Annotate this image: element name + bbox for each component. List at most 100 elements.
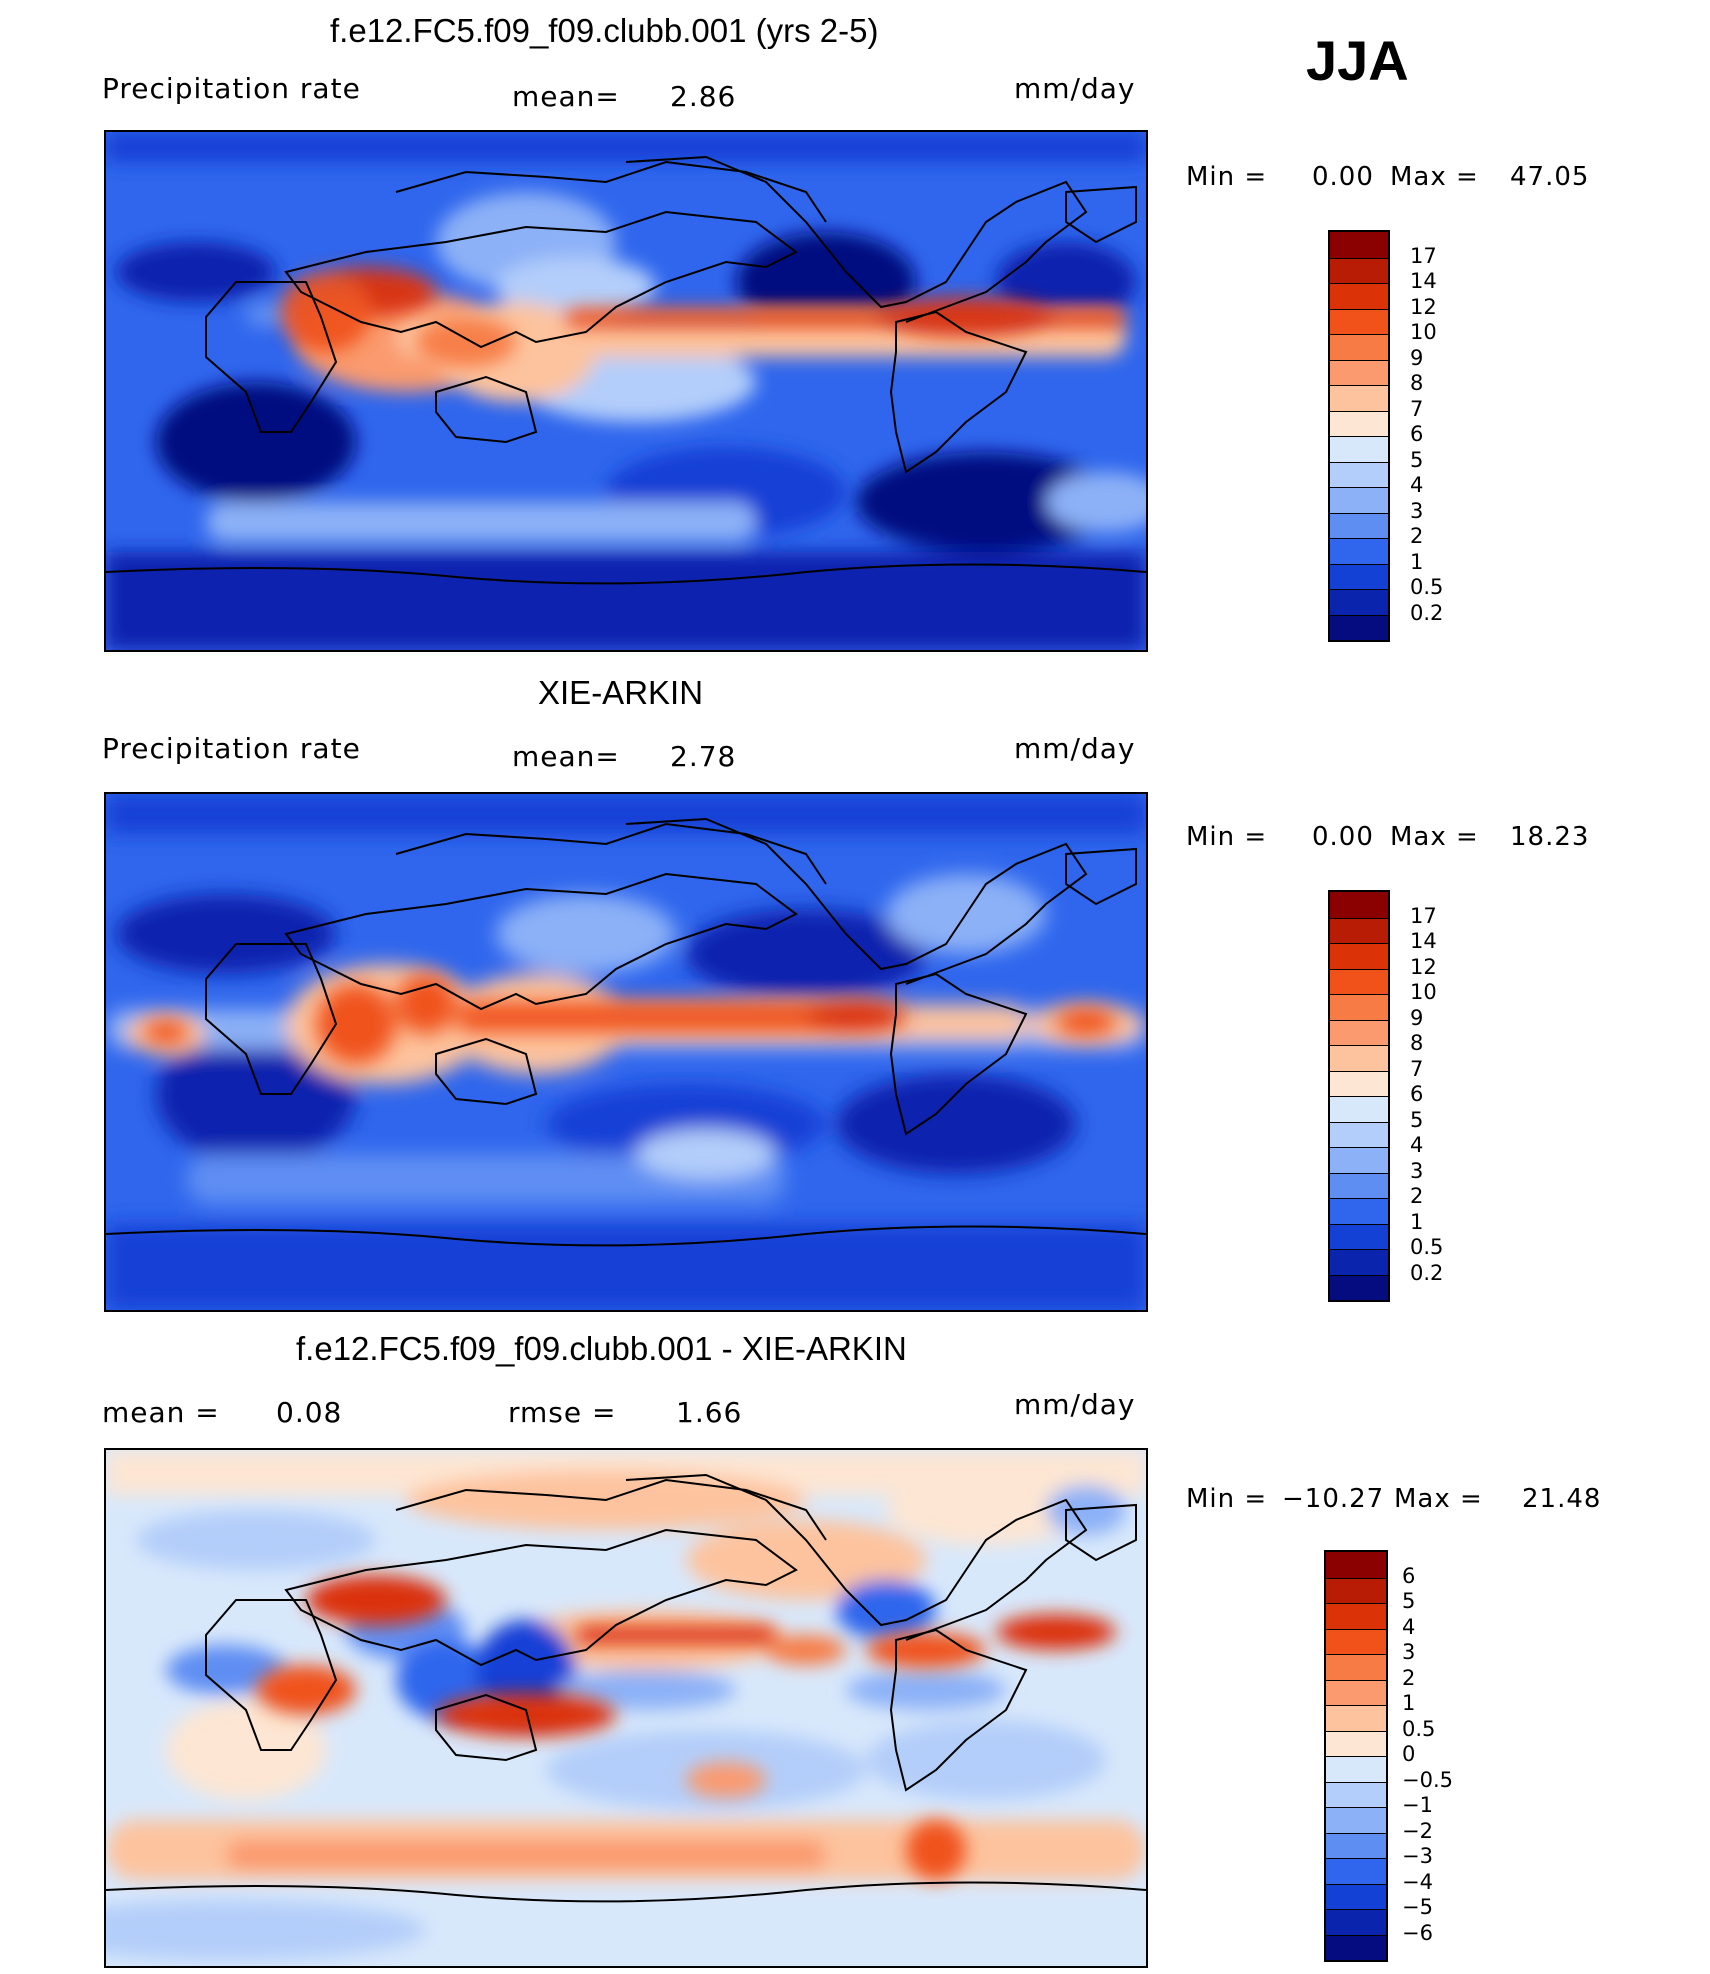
panel3-rmse-label: rmse = — [508, 1396, 617, 1429]
colorbar-segment — [1326, 1909, 1386, 1935]
panel2-max-label: Max = — [1390, 822, 1479, 852]
panel1-map — [104, 130, 1148, 652]
colorbar-tick-label: 0.5 — [1410, 575, 1444, 599]
colorbar-segment — [1330, 1172, 1388, 1198]
panel2-min-label: Min = — [1186, 822, 1268, 852]
colorbar-tick-label: 2 — [1402, 1665, 1416, 1690]
colorbar-tick-label: 14 — [1410, 269, 1437, 293]
panel1-mean-value: 2.86 — [670, 80, 737, 113]
colorbar-segment — [1326, 1832, 1386, 1858]
colorbar-segment — [1326, 1603, 1386, 1629]
colorbar-tick-label: 4 — [1410, 1133, 1424, 1157]
colorbar-segment — [1330, 1096, 1388, 1122]
colorbar-tick-label: −5 — [1402, 1895, 1433, 1919]
panel1-max-label: Max = — [1390, 162, 1479, 192]
colorbar-tick-label: 4 — [1410, 473, 1424, 497]
colorbar-segment — [1330, 232, 1388, 258]
colorbar-segment — [1330, 487, 1388, 513]
colorbar-segment — [1330, 1019, 1388, 1045]
panel2-map — [104, 792, 1148, 1312]
colorbar-segment — [1330, 1147, 1388, 1173]
panel3-title: f.e12.FC5.f09_f09.clubb.001 - XIE-ARKIN — [296, 1330, 907, 1367]
colorbar-tick-label: 5 — [1410, 1107, 1424, 1132]
colorbar-tick-label: 6 — [1410, 422, 1424, 446]
colorbar-tick-label: 0.2 — [1410, 1260, 1444, 1285]
colorbar-tick-label: 3 — [1410, 498, 1424, 523]
colorbar-segment — [1330, 943, 1388, 969]
colorbar-tick-label: 10 — [1410, 320, 1437, 344]
panel2-min-value: 0.00 — [1312, 822, 1374, 852]
colorbar-segment — [1326, 1654, 1386, 1680]
season-label: JJA — [1306, 29, 1409, 92]
colorbar-tick-label: 3 — [1410, 1158, 1424, 1183]
colorbar-segment — [1330, 1070, 1388, 1096]
panel3-colorbar — [1324, 1550, 1388, 1962]
colorbar-tick-label: −3 — [1402, 1844, 1433, 1868]
colorbar-tick-label: 17 — [1410, 903, 1437, 928]
colorbar-tick-label: 2 — [1410, 524, 1424, 548]
colorbar-tick-label: −1 — [1402, 1793, 1433, 1817]
colorbar-tick-label: 0.5 — [1402, 1716, 1436, 1741]
colorbar-tick-label: 8 — [1410, 371, 1424, 395]
colorbar-segment — [1326, 1679, 1386, 1705]
colorbar-segment — [1330, 563, 1388, 589]
colorbar-segment — [1330, 512, 1388, 538]
colorbar-segment — [1330, 385, 1388, 411]
colorbar-tick-label: −0.5 — [1402, 1767, 1453, 1792]
colorbar-segment — [1326, 1705, 1386, 1731]
panel2-units: mm/day — [1014, 732, 1136, 765]
panel3-mean-value: 0.08 — [276, 1396, 343, 1429]
colorbar-segment — [1326, 1934, 1386, 1960]
colorbar-segment — [1326, 1577, 1386, 1603]
colorbar-tick-label: 2 — [1410, 1184, 1424, 1208]
colorbar-segment — [1330, 308, 1388, 334]
colorbar-segment — [1330, 257, 1388, 283]
colorbar-tick-label: −6 — [1402, 1920, 1433, 1945]
panel1-max-value: 47.05 — [1510, 162, 1590, 192]
colorbar-tick-label: 6 — [1402, 1563, 1416, 1588]
panel2-field-label: Precipitation rate — [102, 732, 361, 765]
colorbar-tick-label: 9 — [1410, 345, 1424, 370]
panel2-mean-label: mean= — [512, 740, 620, 773]
colorbar-tick-label: −4 — [1402, 1869, 1433, 1894]
colorbar-segment — [1330, 1198, 1388, 1224]
colorbar-segment — [1330, 334, 1388, 360]
colorbar-segment — [1326, 1883, 1386, 1909]
panel1-min-value: 0.00 — [1312, 162, 1374, 192]
colorbar-segment — [1326, 1552, 1386, 1578]
colorbar-tick-label: 5 — [1410, 447, 1424, 472]
colorbar-segment — [1330, 359, 1388, 385]
colorbar-segment — [1326, 1730, 1386, 1756]
panel1-colorbar — [1328, 230, 1390, 642]
colorbar-segment — [1330, 917, 1388, 943]
panel3-max-label: Max = — [1394, 1484, 1483, 1514]
colorbar-segment — [1330, 1223, 1388, 1249]
colorbar-tick-label: 1 — [1410, 549, 1424, 574]
colorbar-segment — [1330, 538, 1388, 564]
panel1-map-graphic — [106, 132, 1146, 650]
panel3-units: mm/day — [1014, 1388, 1136, 1421]
panel2-mean-value: 2.78 — [670, 740, 737, 773]
colorbar-segment — [1330, 892, 1388, 918]
colorbar-tick-label: 7 — [1410, 396, 1424, 421]
colorbar-segment — [1330, 283, 1388, 309]
colorbar-tick-label: 0.5 — [1410, 1235, 1444, 1259]
panel1-title: f.e12.FC5.f09_f09.clubb.001 (yrs 2-5) — [330, 12, 879, 49]
colorbar-segment — [1330, 436, 1388, 462]
colorbar-segment — [1330, 994, 1388, 1020]
colorbar-tick-label: 17 — [1410, 243, 1437, 268]
colorbar-tick-label: 0.2 — [1410, 600, 1444, 625]
colorbar-segment — [1326, 1807, 1386, 1833]
colorbar-tick-label: 0 — [1402, 1742, 1416, 1766]
panel3-max-value: 21.48 — [1522, 1484, 1602, 1514]
colorbar-segment — [1330, 614, 1388, 640]
panel1-min-label: Min = — [1186, 162, 1268, 192]
colorbar-segment — [1330, 1249, 1388, 1275]
colorbar-tick-label: 6 — [1410, 1082, 1424, 1106]
panel2-title: XIE-ARKIN — [538, 674, 704, 711]
panel3-min-label: Min = — [1186, 1484, 1268, 1514]
colorbar-tick-label: 1 — [1402, 1691, 1416, 1715]
colorbar-tick-label: 5 — [1402, 1589, 1416, 1613]
colorbar-segment — [1330, 410, 1388, 436]
panel1-field-label: Precipitation rate — [102, 72, 361, 105]
